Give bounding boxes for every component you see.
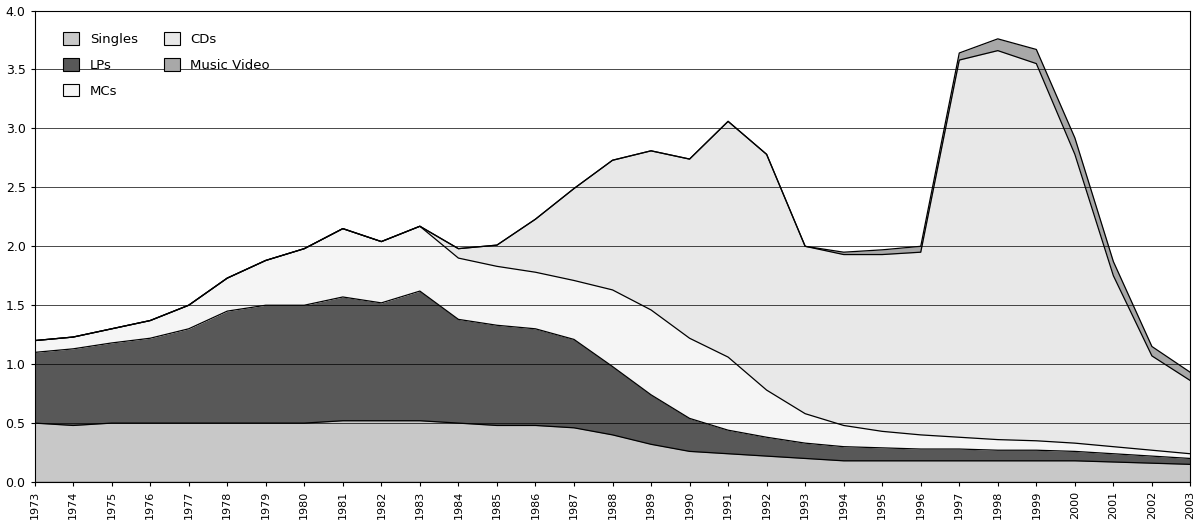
Legend: Singles, LPs, MCs, CDs, Music Video, : Singles, LPs, MCs, CDs, Music Video, bbox=[53, 22, 281, 108]
